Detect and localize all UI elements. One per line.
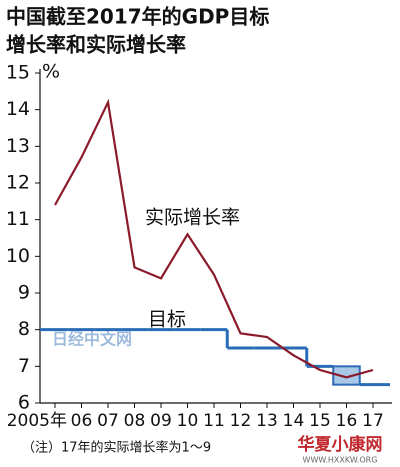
y-tick-label: 9 [18, 282, 30, 304]
x-tick-label: 16 [336, 411, 358, 431]
y-tick-label: 6 [18, 392, 30, 414]
watermark: WWW.HXXKW.ORG [303, 456, 378, 465]
watermark: 华夏小康网 [298, 434, 383, 455]
y-tick-label: 13 [6, 135, 30, 157]
x-tick-label: 17 [362, 411, 384, 431]
chart-title: 中国截至2017年的GDP目标 [6, 5, 269, 29]
x-tick-label: 06 [71, 411, 93, 431]
footnote: （注）17年的实际增长率为1～9 [22, 440, 211, 456]
x-tick-label: 2005年 [7, 411, 67, 431]
y-tick-label: 7 [18, 355, 30, 377]
x-tick-label: 14 [283, 411, 305, 431]
target-range [332, 365, 361, 386]
watermark: 日经中文网 [52, 330, 132, 349]
x-tick-label: 09 [150, 411, 172, 431]
y-tick-label: 14 [6, 98, 30, 120]
x-tick-label: 15 [309, 411, 331, 431]
chart-title: 增长率和实际增长率 [6, 33, 186, 57]
x-tick-label: 10 [177, 411, 199, 431]
y-tick-label: 12 [6, 172, 30, 194]
x-tick-label: 11 [203, 411, 225, 431]
x-tick-label: 08 [124, 411, 146, 431]
y-tick-label: 10 [6, 245, 30, 267]
x-tick-label: 12 [230, 411, 252, 431]
series-label: 目标 [148, 309, 186, 331]
actual-line [54, 98, 374, 379]
y-tick-label: 11 [6, 208, 30, 230]
x-tick-label: 07 [97, 411, 119, 431]
y-tick-label: 15 [6, 62, 30, 84]
x-tick-label: 13 [256, 411, 278, 431]
series-label: 实际增长率 [145, 207, 240, 229]
y-unit: % [42, 61, 60, 83]
y-tick-label: 8 [18, 318, 30, 340]
